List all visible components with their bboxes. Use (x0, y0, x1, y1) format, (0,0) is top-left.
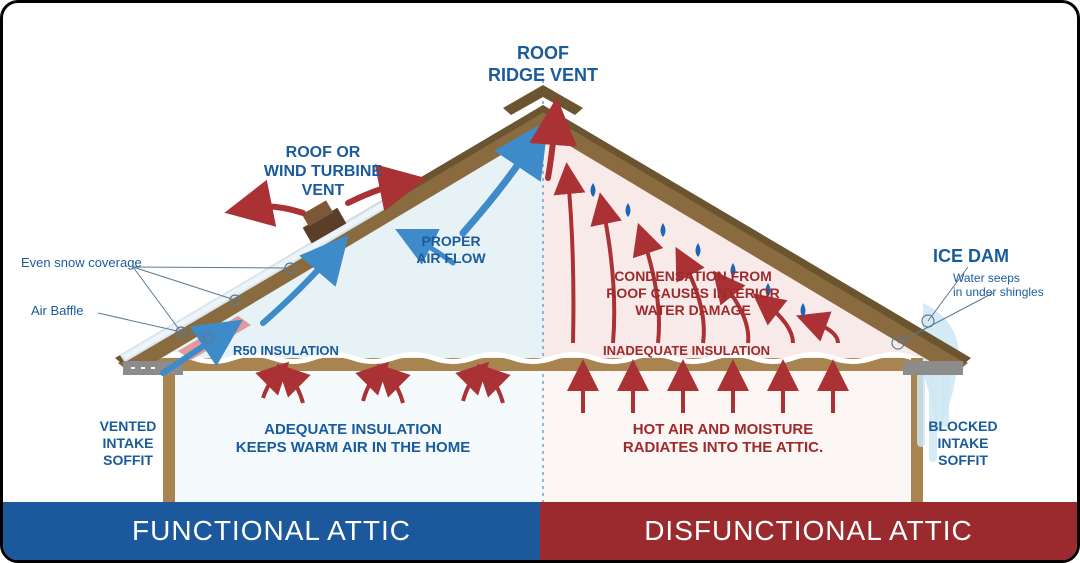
inadequate-label: INADEQUATE INSULATION (603, 343, 770, 359)
footer-left: FUNCTIONAL ATTIC (3, 502, 540, 560)
snow-label: Even snow coverage (21, 255, 166, 271)
footer: FUNCTIONAL ATTIC DISFUNCTIONAL ATTIC (3, 502, 1077, 560)
turbine-label: ROOF OR WIND TURBINE VENT (243, 143, 403, 201)
ridge-vent-label: ROOF RIDGE VENT (483, 43, 603, 86)
seeps-label: Water seeps in under shingles (953, 271, 1073, 300)
adequate-label: ADEQUATE INSULATION KEEPS WARM AIR IN TH… (203, 421, 503, 457)
airflow-label: PROPER AIR FLOW (401, 233, 501, 267)
condensation-label: CONDENSATION FROM ROOF CAUSES INTERIOR W… (583, 268, 803, 318)
attic-diagram-frame: ROOF RIDGE VENT ROOF OR WIND TURBINE VEN… (0, 0, 1080, 563)
r50-label: R50 INSULATION (233, 343, 339, 359)
blocked-soffit-label: BLOCKED INTAKE SOFFIT (913, 418, 1013, 468)
vented-soffit-label: VENTED INTAKE SOFFIT (83, 418, 173, 468)
ridge-line1: ROOF (517, 43, 569, 63)
footer-right: DISFUNCTIONAL ATTIC (540, 502, 1077, 560)
hotair-label: HOT AIR AND MOISTURE RADIATES INTO THE A… (573, 421, 873, 457)
baffle-label: Air Baffle (31, 303, 111, 319)
ridge-line2: RIDGE VENT (488, 65, 598, 85)
icedam-label: ICE DAM (933, 246, 1053, 268)
diagram-svg (3, 3, 1077, 560)
